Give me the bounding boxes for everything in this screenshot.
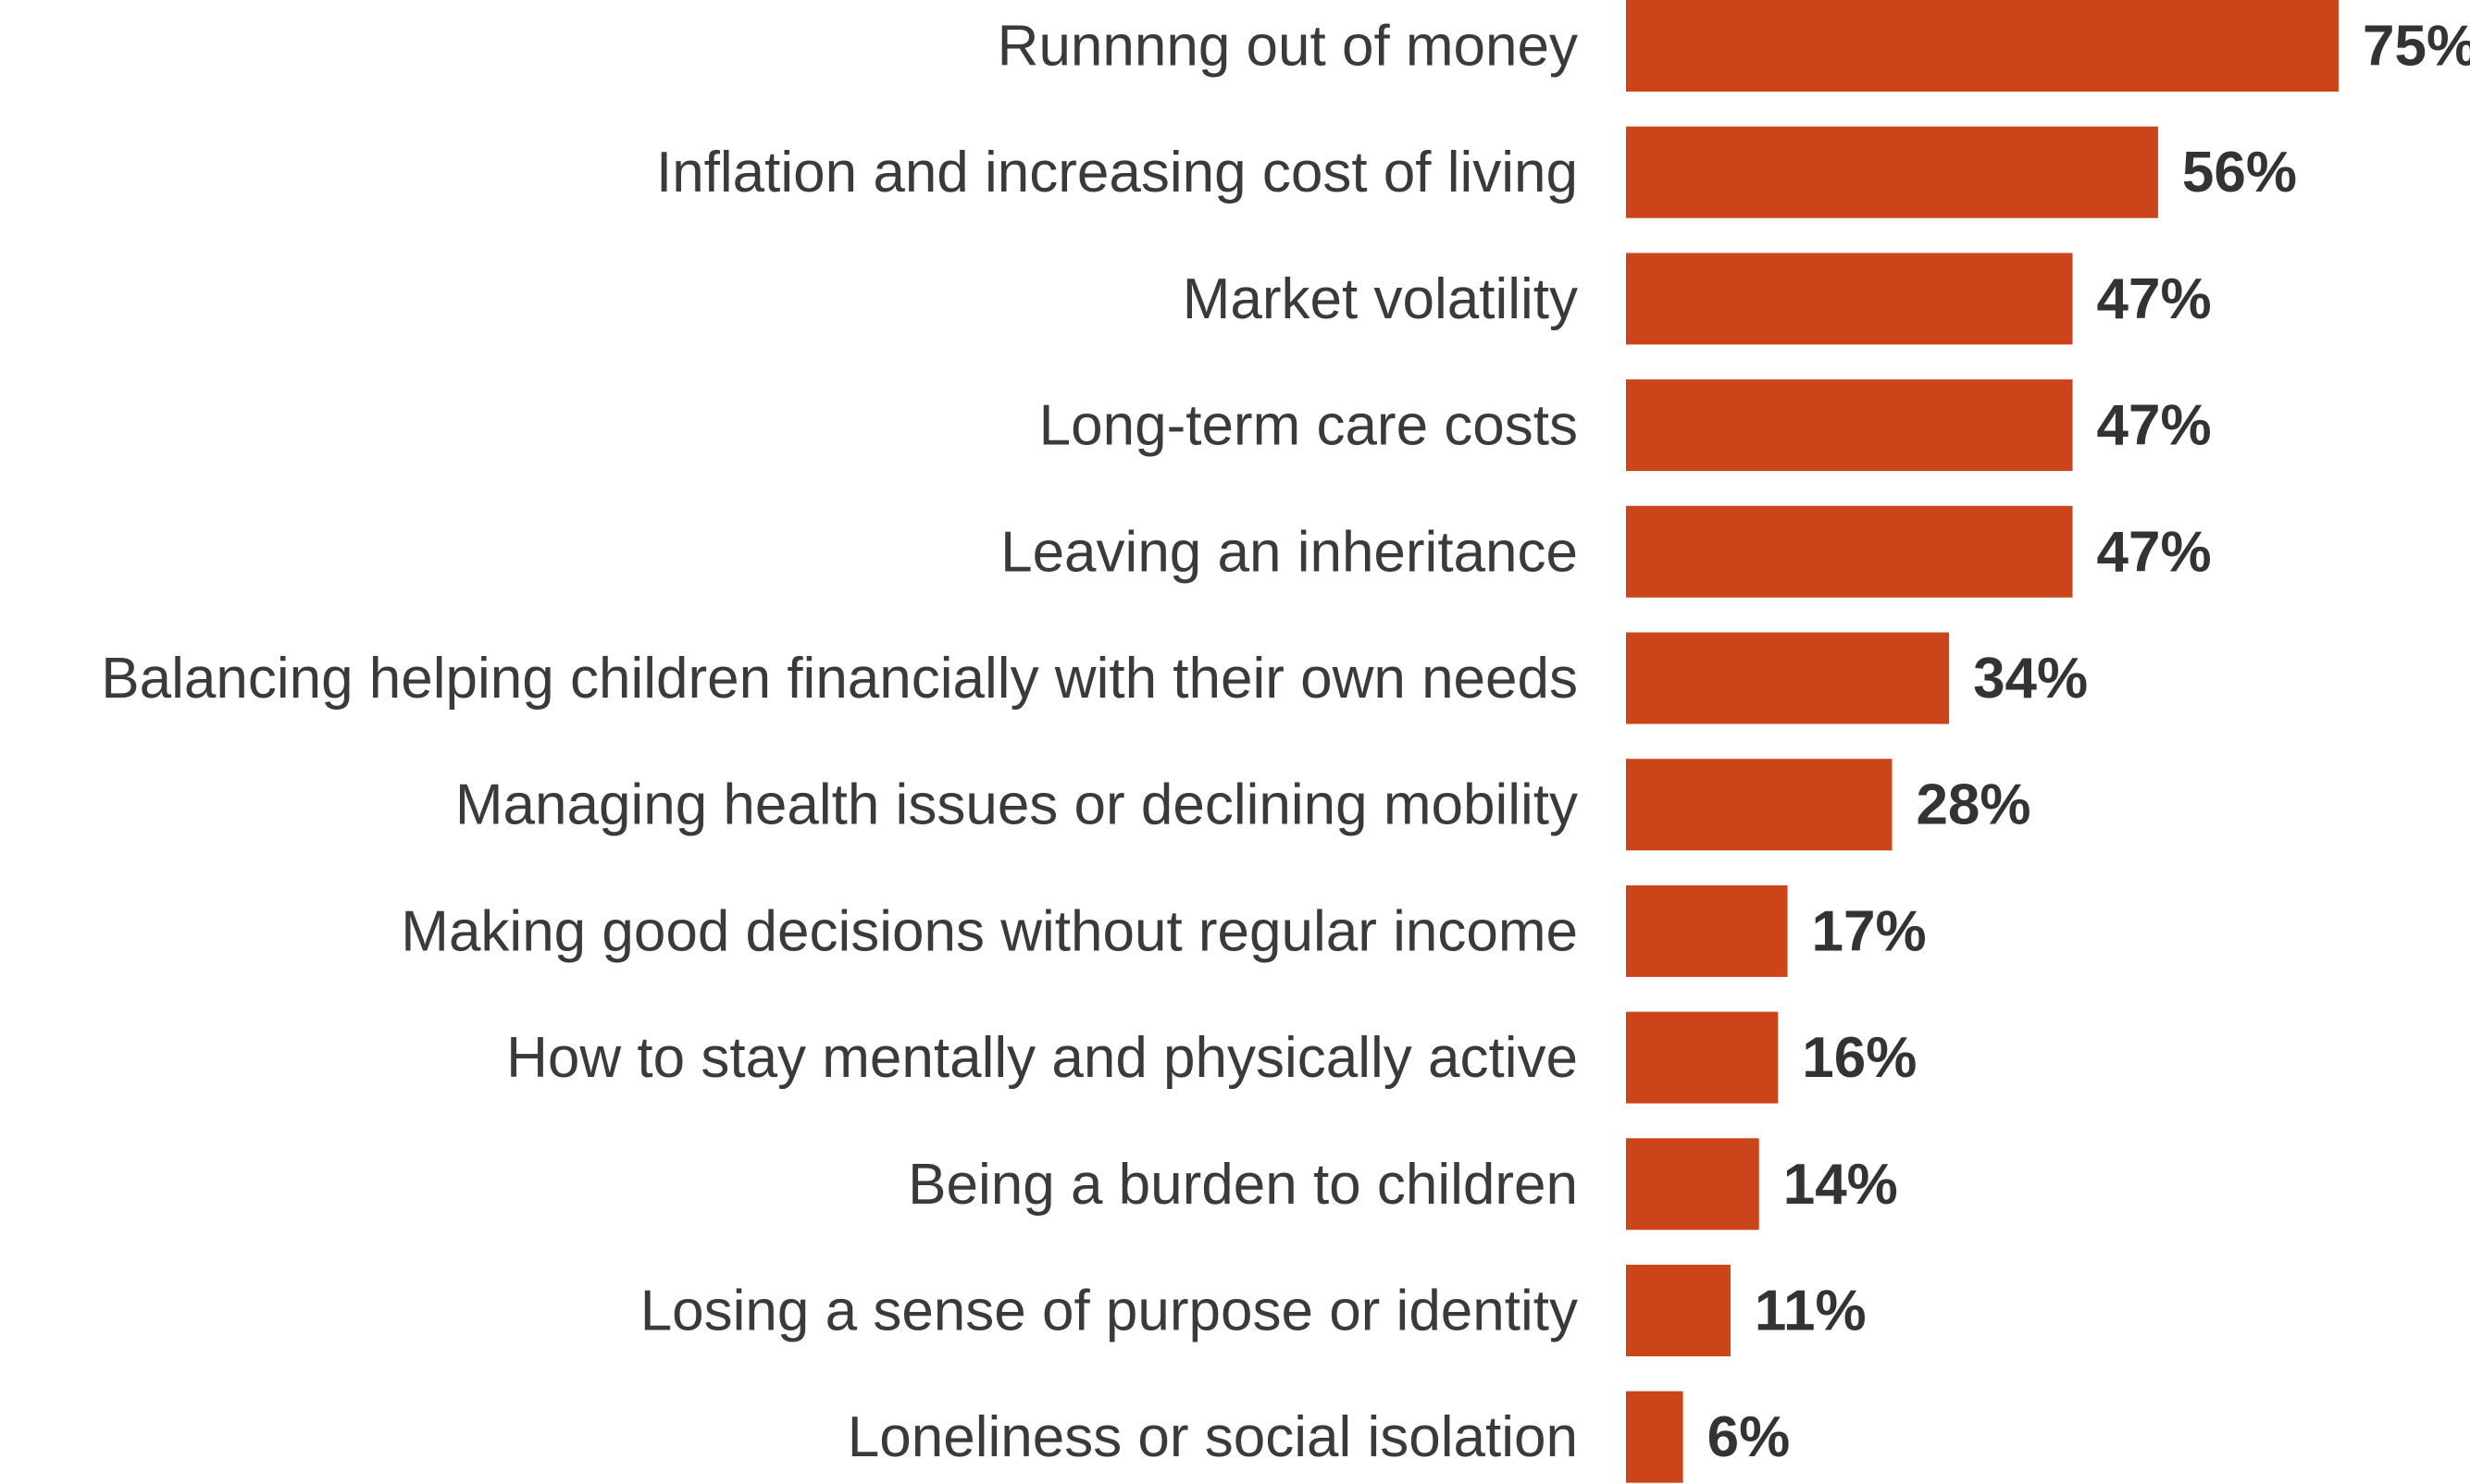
bar <box>1626 505 2073 598</box>
bar <box>1626 126 2158 218</box>
bar <box>1626 0 2339 92</box>
bars <box>1626 0 2339 1483</box>
category-label: Balancing helping children financially w… <box>101 647 1578 711</box>
bar <box>1626 759 1893 851</box>
value-labels: 75%56%47%47%47%34%28%17%16%14%11%6% <box>1707 15 2470 1470</box>
bar <box>1626 884 1788 977</box>
value-label: 75% <box>2363 15 2470 79</box>
category-label: Being a burden to children <box>908 1153 1578 1217</box>
bar <box>1626 1011 1779 1104</box>
value-label: 47% <box>2097 267 2212 331</box>
value-label: 14% <box>1783 1153 1898 1217</box>
value-label: 16% <box>1802 1026 1917 1090</box>
bar <box>1626 632 1950 724</box>
category-label: Runnnng out of money <box>998 15 1578 79</box>
value-label: 28% <box>1916 773 2030 837</box>
bar <box>1626 1391 1683 1483</box>
category-label: Inflation and increasing cost of living <box>656 141 1578 204</box>
value-label: 11% <box>1755 1280 1867 1343</box>
bar <box>1626 1138 1759 1230</box>
category-label: Long-term care costs <box>1039 394 1578 458</box>
value-label: 34% <box>1973 647 2088 711</box>
value-label: 47% <box>2097 520 2212 584</box>
category-label: Leaving an inheritance <box>1000 520 1578 584</box>
category-label: Making good decisions without regular in… <box>401 899 1578 963</box>
value-label: 17% <box>1812 899 1927 963</box>
value-label: 47% <box>2097 394 2212 458</box>
category-label: How to stay mentally and physically acti… <box>506 1026 1578 1090</box>
value-label: 6% <box>1707 1405 1791 1469</box>
bar <box>1626 253 2073 345</box>
category-labels: Runnnng out of money Inflation and increa… <box>101 15 1578 1470</box>
category-label: Managing health issues or declining mobi… <box>455 773 1578 837</box>
bar <box>1626 1265 1731 1356</box>
category-label: Market volatility <box>1183 267 1578 331</box>
category-label: Loneliness or social isolation <box>848 1405 1578 1469</box>
value-label: 56% <box>2182 141 2297 204</box>
category-label: Losing a sense of purpose or identity <box>640 1280 1578 1343</box>
bar <box>1626 379 2073 472</box>
